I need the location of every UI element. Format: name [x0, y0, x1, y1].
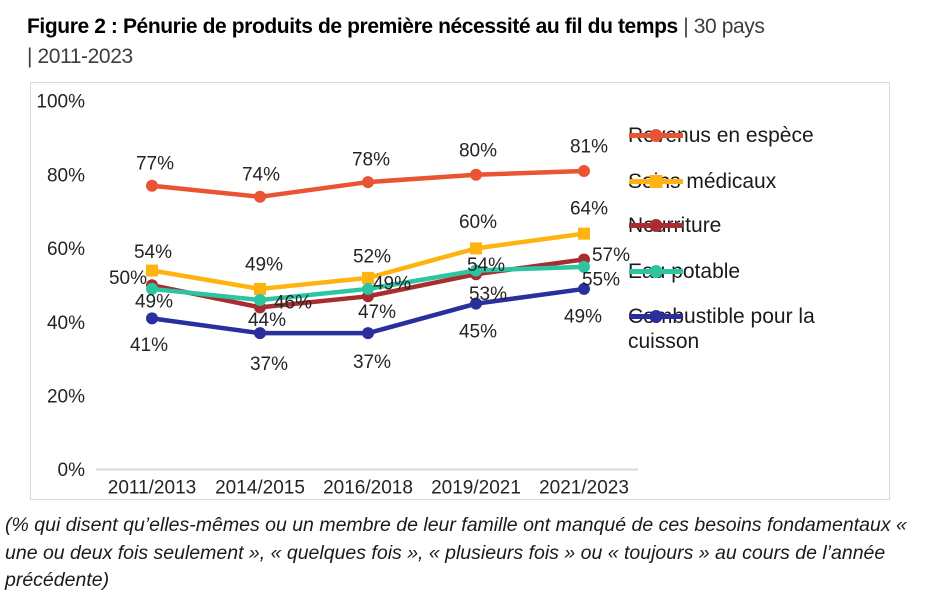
data-point-revenus-en-espece: [146, 179, 158, 192]
x-axis-label: 2016/2018: [323, 478, 413, 497]
legend-marker: [649, 265, 663, 278]
data-point-soins-medicaux: [146, 264, 158, 277]
data-point-combustible-pour-la-cuisson: [470, 297, 482, 310]
figure-title-suffix: | 30 pays: [677, 15, 765, 38]
data-label-eau-potable: 55%: [582, 269, 620, 290]
data-point-eau-potable: [470, 264, 482, 277]
figure-title-line1: Figure 2 : Pénurie de produits de premiè…: [27, 12, 932, 42]
legend-label: Revenus en espèce: [628, 124, 814, 147]
x-axis-label: 2011/2013: [108, 478, 196, 497]
x-axis-label: 2021/2023: [539, 478, 629, 497]
legend-marker: [649, 129, 663, 142]
data-label-combustible-pour-la-cuisson: 41%: [130, 335, 168, 356]
legend-item-soins-medicaux: Soins médicaux: [628, 169, 776, 194]
line-chart: 100% 80% 60% 40% 20% 0% 2011/2013 2014/2015 2016…: [36, 92, 638, 497]
data-point-soins-medicaux: [254, 282, 266, 295]
data-label-soins-medicaux: 54%: [134, 242, 172, 263]
legend-marker: [649, 219, 663, 232]
figure-footnote: (% qui disent qu’elles-mêmes ou un membr…: [5, 514, 907, 591]
data-point-revenus-en-espece: [470, 168, 482, 181]
data-label-combustible-pour-la-cuisson: 37%: [250, 354, 288, 375]
y-axis-tick: 100%: [36, 92, 85, 113]
data-label-nourriture: 44%: [248, 310, 286, 331]
data-point-revenus-en-espece: [578, 165, 590, 178]
y-axis-tick: 80%: [47, 165, 85, 186]
data-point-combustible-pour-la-cuisson: [362, 327, 374, 340]
data-point-eau-potable: [146, 282, 158, 295]
legend-marker-soins-medicaux-icon: [629, 175, 683, 188]
figure-title-line2: | 2011-2023: [27, 45, 133, 68]
y-axis-tick: 60%: [47, 239, 85, 260]
data-label-revenus-en-espece: 74%: [242, 164, 280, 185]
data-label-revenus-en-espece: 77%: [136, 153, 174, 174]
x-axis-label: 2019/2021: [431, 478, 521, 497]
legend-marker-combustible-pour-la-cuisson-icon: [629, 310, 683, 323]
data-label-nourriture: 50%: [109, 268, 147, 289]
data-point-combustible-pour-la-cuisson: [146, 312, 158, 325]
data-label-eau-potable: 54%: [467, 255, 505, 276]
data-point-soins-medicaux: [470, 242, 482, 255]
legend-marker-nourriture-icon: [629, 219, 683, 232]
data-point-eau-potable: [578, 260, 590, 273]
data-label-eau-potable: 49%: [373, 274, 411, 295]
legend-item-combustible-pour-la-cuisson: Combustible pour la cuisson: [628, 304, 816, 354]
data-label-nourriture: 53%: [469, 284, 507, 305]
data-label-soins-medicaux: 49%: [245, 255, 283, 276]
data-label-eau-potable: 49%: [135, 292, 173, 313]
legend-item-eau-potable: Eau potable: [628, 259, 740, 284]
legend-item-nourriture: Nourriture: [628, 213, 721, 238]
legend-marker: [649, 310, 663, 323]
y-axis-tick: 0%: [58, 460, 86, 481]
data-label-soins-medicaux: 52%: [353, 247, 391, 268]
data-label-nourriture: 47%: [358, 302, 396, 323]
legend-marker-revenus-en-espece-icon: [629, 129, 683, 142]
legend-marker-eau-potable-icon: [629, 265, 683, 278]
figure-title: Figure 2 : Pénurie de produits de premiè…: [27, 12, 932, 72]
data-point-eau-potable: [254, 293, 266, 306]
data-label-nourriture: 57%: [592, 245, 630, 266]
data-point-revenus-en-espece: [254, 190, 266, 203]
data-point-revenus-en-espece: [362, 176, 374, 189]
legend-marker: [649, 175, 663, 188]
data-point-soins-medicaux: [362, 271, 374, 284]
legend-label: Soins médicaux: [628, 170, 777, 193]
legend-item-revenus-en-espece: Revenus en espèce: [628, 123, 814, 148]
data-point-soins-medicaux: [578, 227, 590, 240]
y-axis-tick: 20%: [47, 386, 85, 407]
chart-area: 100% 80% 60% 40% 20% 0% 2011/2013 2014/2015 2016…: [30, 82, 890, 500]
data-label-revenus-en-espece: 81%: [570, 137, 608, 158]
figure-title-bold: Figure 2 : Pénurie de produits de premiè…: [27, 15, 678, 38]
legend-label: Combustible pour la cuisson: [628, 305, 815, 353]
data-label-soins-medicaux: 64%: [570, 198, 608, 219]
data-label-revenus-en-espece: 78%: [352, 150, 390, 171]
data-label-combustible-pour-la-cuisson: 37%: [353, 352, 391, 373]
data-label-soins-medicaux: 60%: [459, 212, 497, 233]
x-axis-label: 2014/2015: [215, 478, 305, 497]
data-label-combustible-pour-la-cuisson: 49%: [564, 307, 602, 328]
y-axis-tick: 40%: [47, 313, 85, 334]
data-label-eau-potable: 46%: [274, 293, 312, 314]
data-point-combustible-pour-la-cuisson: [254, 327, 266, 340]
data-point-combustible-pour-la-cuisson: [578, 282, 590, 295]
data-label-revenus-en-espece: 80%: [459, 140, 497, 161]
data-label-combustible-pour-la-cuisson: 45%: [459, 321, 497, 342]
data-point-eau-potable: [362, 282, 374, 295]
